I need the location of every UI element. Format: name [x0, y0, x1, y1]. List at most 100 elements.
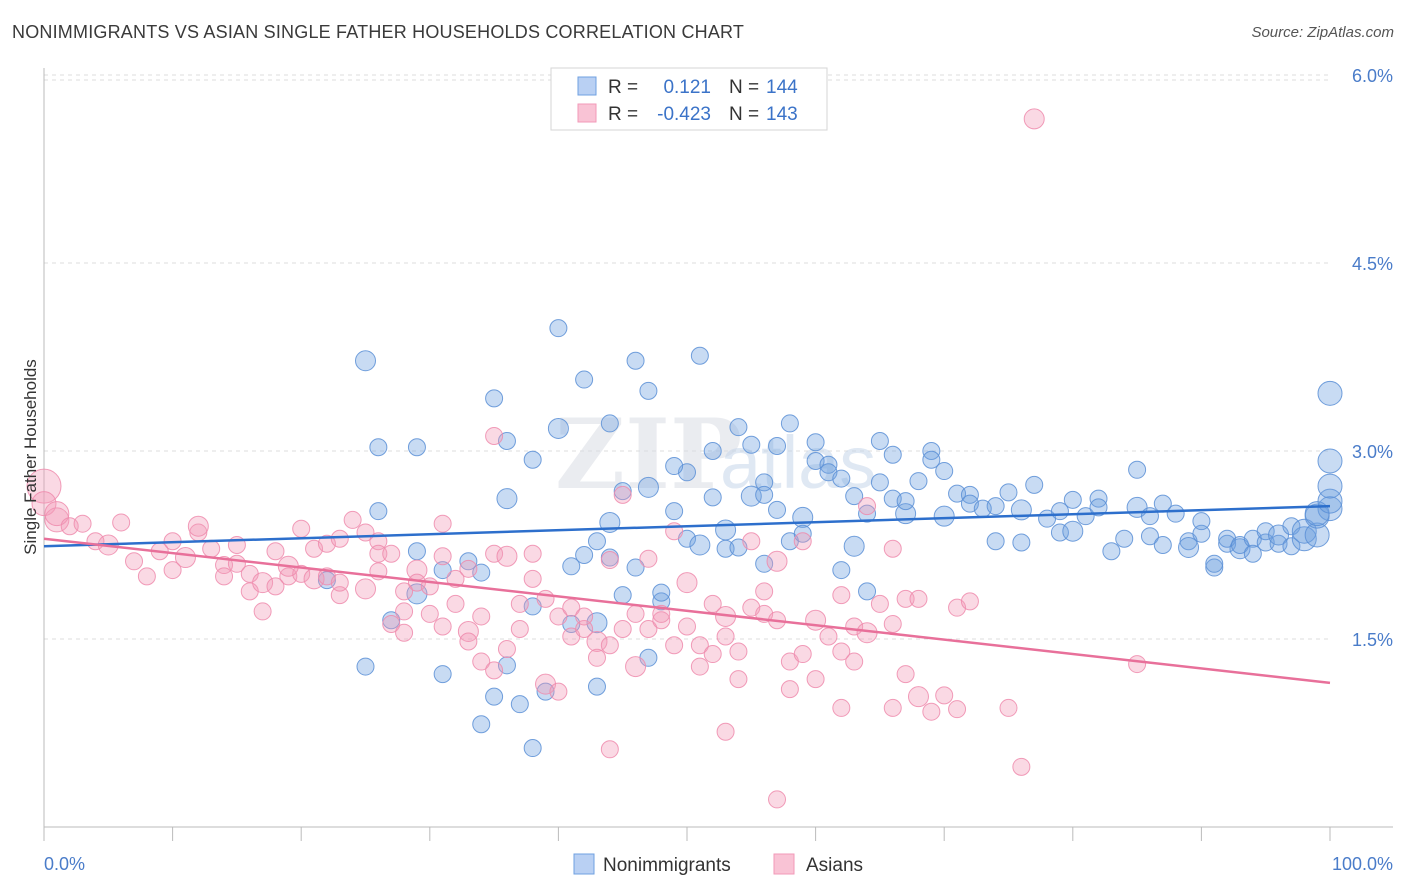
trendlines — [43, 504, 1331, 685]
legend-n-value-1: 143 — [766, 104, 798, 125]
legend-r-value-1: -0.423 — [657, 104, 711, 125]
asians-point-21 — [252, 572, 274, 594]
nonimmigrants-point-68 — [883, 445, 902, 464]
nonimmigrants-point-112 — [1229, 538, 1251, 560]
nonimmigrants-point-66 — [870, 473, 889, 492]
nonimmigrants-point-101 — [1153, 536, 1172, 554]
nonimmigrants-point-48 — [742, 435, 761, 454]
asians-point-94 — [742, 532, 761, 551]
asians-point-125 — [1012, 757, 1031, 776]
nonimmigrants-point-71 — [896, 492, 915, 511]
asians-point-98 — [766, 550, 788, 572]
legend-r-label-0: R = — [608, 77, 638, 98]
nonimmigrants-point-19 — [523, 450, 542, 469]
nonimmigrants-point-34 — [639, 381, 658, 400]
nonimmigrants-point-14 — [496, 488, 518, 510]
asians-point-22 — [253, 602, 272, 621]
asians-point-130 — [600, 740, 619, 759]
nonimmigrants-point-141 — [755, 554, 774, 573]
nonimmigrants-point-96 — [1115, 529, 1134, 548]
asians-point-90 — [716, 627, 735, 646]
nonimmigrants-point-131 — [1317, 380, 1343, 406]
asians-point-119 — [907, 686, 929, 708]
asians-point-117 — [896, 665, 915, 684]
nonimmigrants-point-1 — [369, 438, 388, 457]
nonimmigrants-point-21 — [547, 417, 569, 439]
nonimmigrants-point-139 — [665, 457, 684, 476]
asians-point-144 — [948, 700, 967, 719]
asians-point-88 — [703, 594, 722, 613]
nonimmigrants-point-95 — [1102, 542, 1121, 561]
bottom-legend: Nonimmigrants Asians — [573, 853, 863, 876]
bottom-legend-label-asians: Asians — [806, 855, 863, 876]
asians-point-50 — [459, 632, 478, 651]
nonimmigrants-point-85 — [1012, 533, 1031, 552]
asians-point-33 — [343, 510, 362, 529]
asians-point-35 — [355, 578, 376, 600]
asians-point-115 — [883, 614, 902, 633]
nonimmigrants-point-94 — [1089, 498, 1108, 517]
legend-swatch-nonimmigrants — [577, 76, 597, 96]
nonimmigrants-point-64 — [858, 582, 877, 601]
asians-point-92 — [729, 670, 748, 689]
asians-point-118 — [909, 589, 928, 608]
nonimmigrants-point-143 — [832, 561, 851, 580]
asians-point-89 — [703, 645, 722, 664]
gridlines — [44, 74, 1330, 640]
nonimmigrants-point-50 — [755, 473, 774, 492]
asians-point-133 — [187, 515, 209, 537]
asians-point-41 — [395, 623, 414, 642]
asians-point-45 — [433, 547, 452, 566]
asians-point-37 — [369, 544, 388, 563]
asians-point-96 — [755, 582, 774, 601]
asians-point-138 — [459, 559, 478, 578]
asians-point-71 — [587, 648, 606, 667]
asians-point-2 — [44, 507, 70, 533]
asians-point-47 — [446, 569, 465, 588]
asians-point-61 — [523, 569, 542, 588]
nonimmigrants-point-120 — [1282, 537, 1301, 556]
nonimmigrants-point-61 — [832, 469, 851, 488]
nonimmigrants-point-54 — [780, 414, 799, 433]
nonimmigrants-point-67 — [870, 431, 889, 450]
nonimmigrants-point-130 — [1317, 448, 1343, 474]
nonimmigrants-point-3 — [407, 438, 426, 457]
nonimmigrants-point-22 — [549, 319, 568, 338]
nonimmigrants-point-57 — [806, 433, 825, 452]
x-tick-labels: 0.0% 100.0% — [44, 854, 1393, 874]
asians-point-86 — [690, 657, 709, 676]
asians-point-8 — [112, 513, 131, 532]
nonimmigrants-point-38 — [665, 502, 684, 521]
nonimmigrants-point-46 — [729, 418, 748, 437]
nonimmigrants-point-105 — [1178, 537, 1200, 559]
nonimmigrants-point-35 — [637, 476, 659, 498]
asians-point-62 — [536, 589, 555, 608]
nonimmigrants-point-140 — [715, 519, 737, 541]
nonimmigrants-point-108 — [1205, 558, 1224, 577]
asians-point-70 — [586, 631, 608, 653]
nonimmigrants-point-132 — [626, 558, 645, 577]
asians-point-38 — [382, 544, 401, 563]
nonimmigrants-point-117 — [1256, 522, 1275, 541]
nonimmigrants-point-10 — [472, 715, 491, 734]
nonimmigrants-point-41 — [690, 346, 709, 365]
bottom-legend-label-nonimmigrants: Nonimmigrants — [603, 855, 731, 876]
nonimmigrants-point-72 — [909, 472, 928, 491]
asians-point-60 — [523, 544, 542, 563]
nonimmigrants-point-109 — [1205, 554, 1224, 573]
nonimmigrants-point-81 — [986, 497, 1005, 516]
nonimmigrants-point-77 — [933, 505, 955, 527]
asians-point-40 — [395, 602, 414, 621]
nonimmigrants-point-110 — [1218, 534, 1237, 553]
asians-point-10 — [137, 567, 156, 586]
asians-point-87 — [690, 636, 709, 655]
asians-point-55 — [485, 544, 504, 563]
asians-point-46 — [433, 617, 452, 636]
asians-point-31 — [330, 586, 349, 605]
nonimmigrants-point-5 — [356, 657, 375, 676]
legend-n-label-0: N = — [729, 77, 759, 98]
asians-point-72 — [600, 551, 619, 570]
nonimmigrants-point-16 — [485, 687, 504, 706]
asians-point-83 — [665, 636, 684, 655]
asians-point-49 — [457, 620, 479, 642]
